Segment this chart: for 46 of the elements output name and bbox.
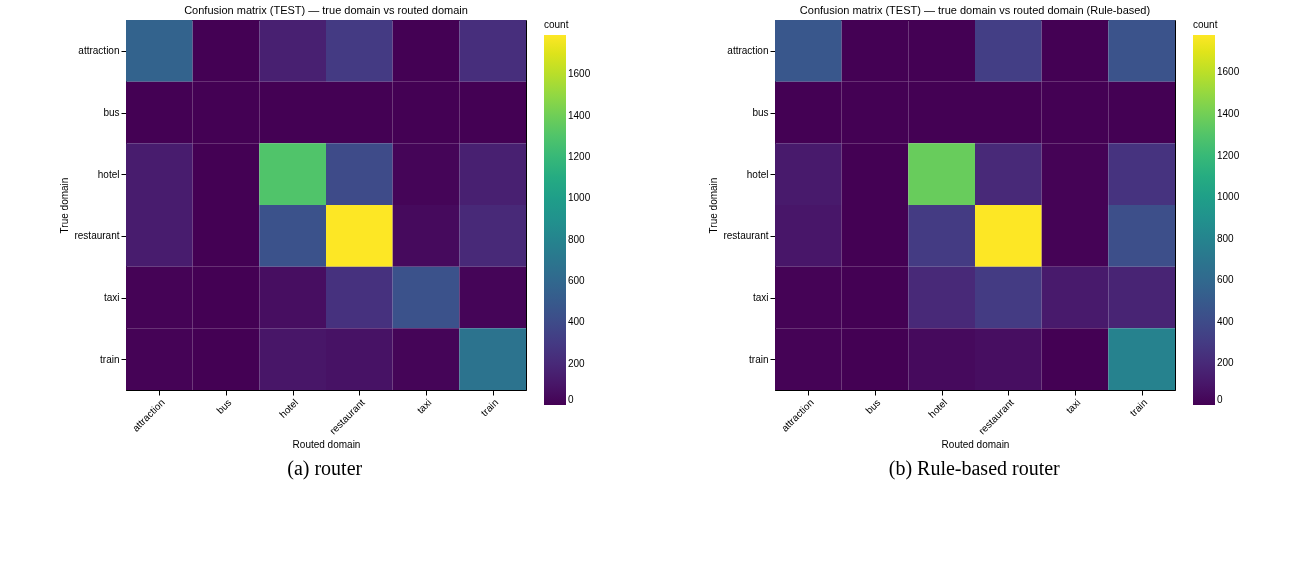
color-bar-label: 0: [567, 394, 574, 405]
y-axis-title: True domain: [708, 177, 720, 234]
color-bar-label: 400: [567, 316, 585, 328]
x-tick-label: taxi: [414, 396, 434, 416]
x-axis-title: Routed domain: [941, 439, 1010, 451]
color-bar-title: count: [543, 19, 569, 30]
text: (b) Rule-based router: [888, 457, 1060, 480]
color-bar-label: 800: [1217, 232, 1235, 244]
y-tick-label: restaurant: [74, 230, 120, 242]
color-bar-label: 800: [567, 233, 585, 245]
y-tick-label: bus: [752, 107, 769, 118]
color-bar-label: 1400: [1217, 107, 1240, 119]
x-tick-label: train: [1127, 396, 1150, 419]
y-tick-label: bus: [103, 107, 120, 118]
x-tick-label: bus: [863, 396, 883, 416]
color-bar-label: 400: [1217, 315, 1235, 327]
color-bar-label: 600: [567, 274, 585, 286]
y-tick-label: attraction: [78, 45, 120, 57]
chart-title: Confusion matrix (TEST) — true domain vs routed domain (Rule-based): [800, 4, 1151, 16]
color-bar-label: 200: [1217, 357, 1235, 369]
color-bar-label: 1200: [567, 150, 591, 162]
color-bar-label: 1000: [1217, 191, 1240, 203]
color-bar-label: 200: [567, 357, 585, 369]
x-axis-title: Routed domain: [292, 439, 361, 451]
color-bar-label: 1000: [567, 192, 591, 204]
y-tick-label: hotel: [747, 168, 769, 180]
text: (a) router: [287, 457, 363, 480]
y-tick-label: taxi: [753, 292, 769, 303]
color-bar-label: 0: [1217, 394, 1224, 405]
y-tick-label: train: [99, 353, 120, 365]
color-bar-label: 600: [1217, 274, 1235, 286]
color-bar-title: count: [1193, 19, 1218, 30]
x-tick-label: bus: [214, 396, 234, 416]
y-tick-label: hotel: [97, 168, 120, 180]
chart-title: Confusion matrix (TEST) — true domain vs routed domain: [183, 4, 468, 16]
x-tick-label: taxi: [1064, 396, 1083, 416]
y-tick-label: restaurant: [723, 230, 769, 242]
color-bar-label: 1600: [567, 68, 591, 80]
y-tick-label: train: [749, 353, 769, 365]
y-tick-label: taxi: [103, 292, 120, 303]
color-bar-label: 1400: [567, 109, 591, 121]
x-tick-label: train: [478, 396, 500, 419]
y-tick-label: attraction: [727, 45, 769, 57]
y-axis-title: True domain: [59, 177, 71, 234]
color-bar-label: 1600: [1217, 66, 1240, 78]
color-bar-label: 1200: [1217, 149, 1240, 161]
